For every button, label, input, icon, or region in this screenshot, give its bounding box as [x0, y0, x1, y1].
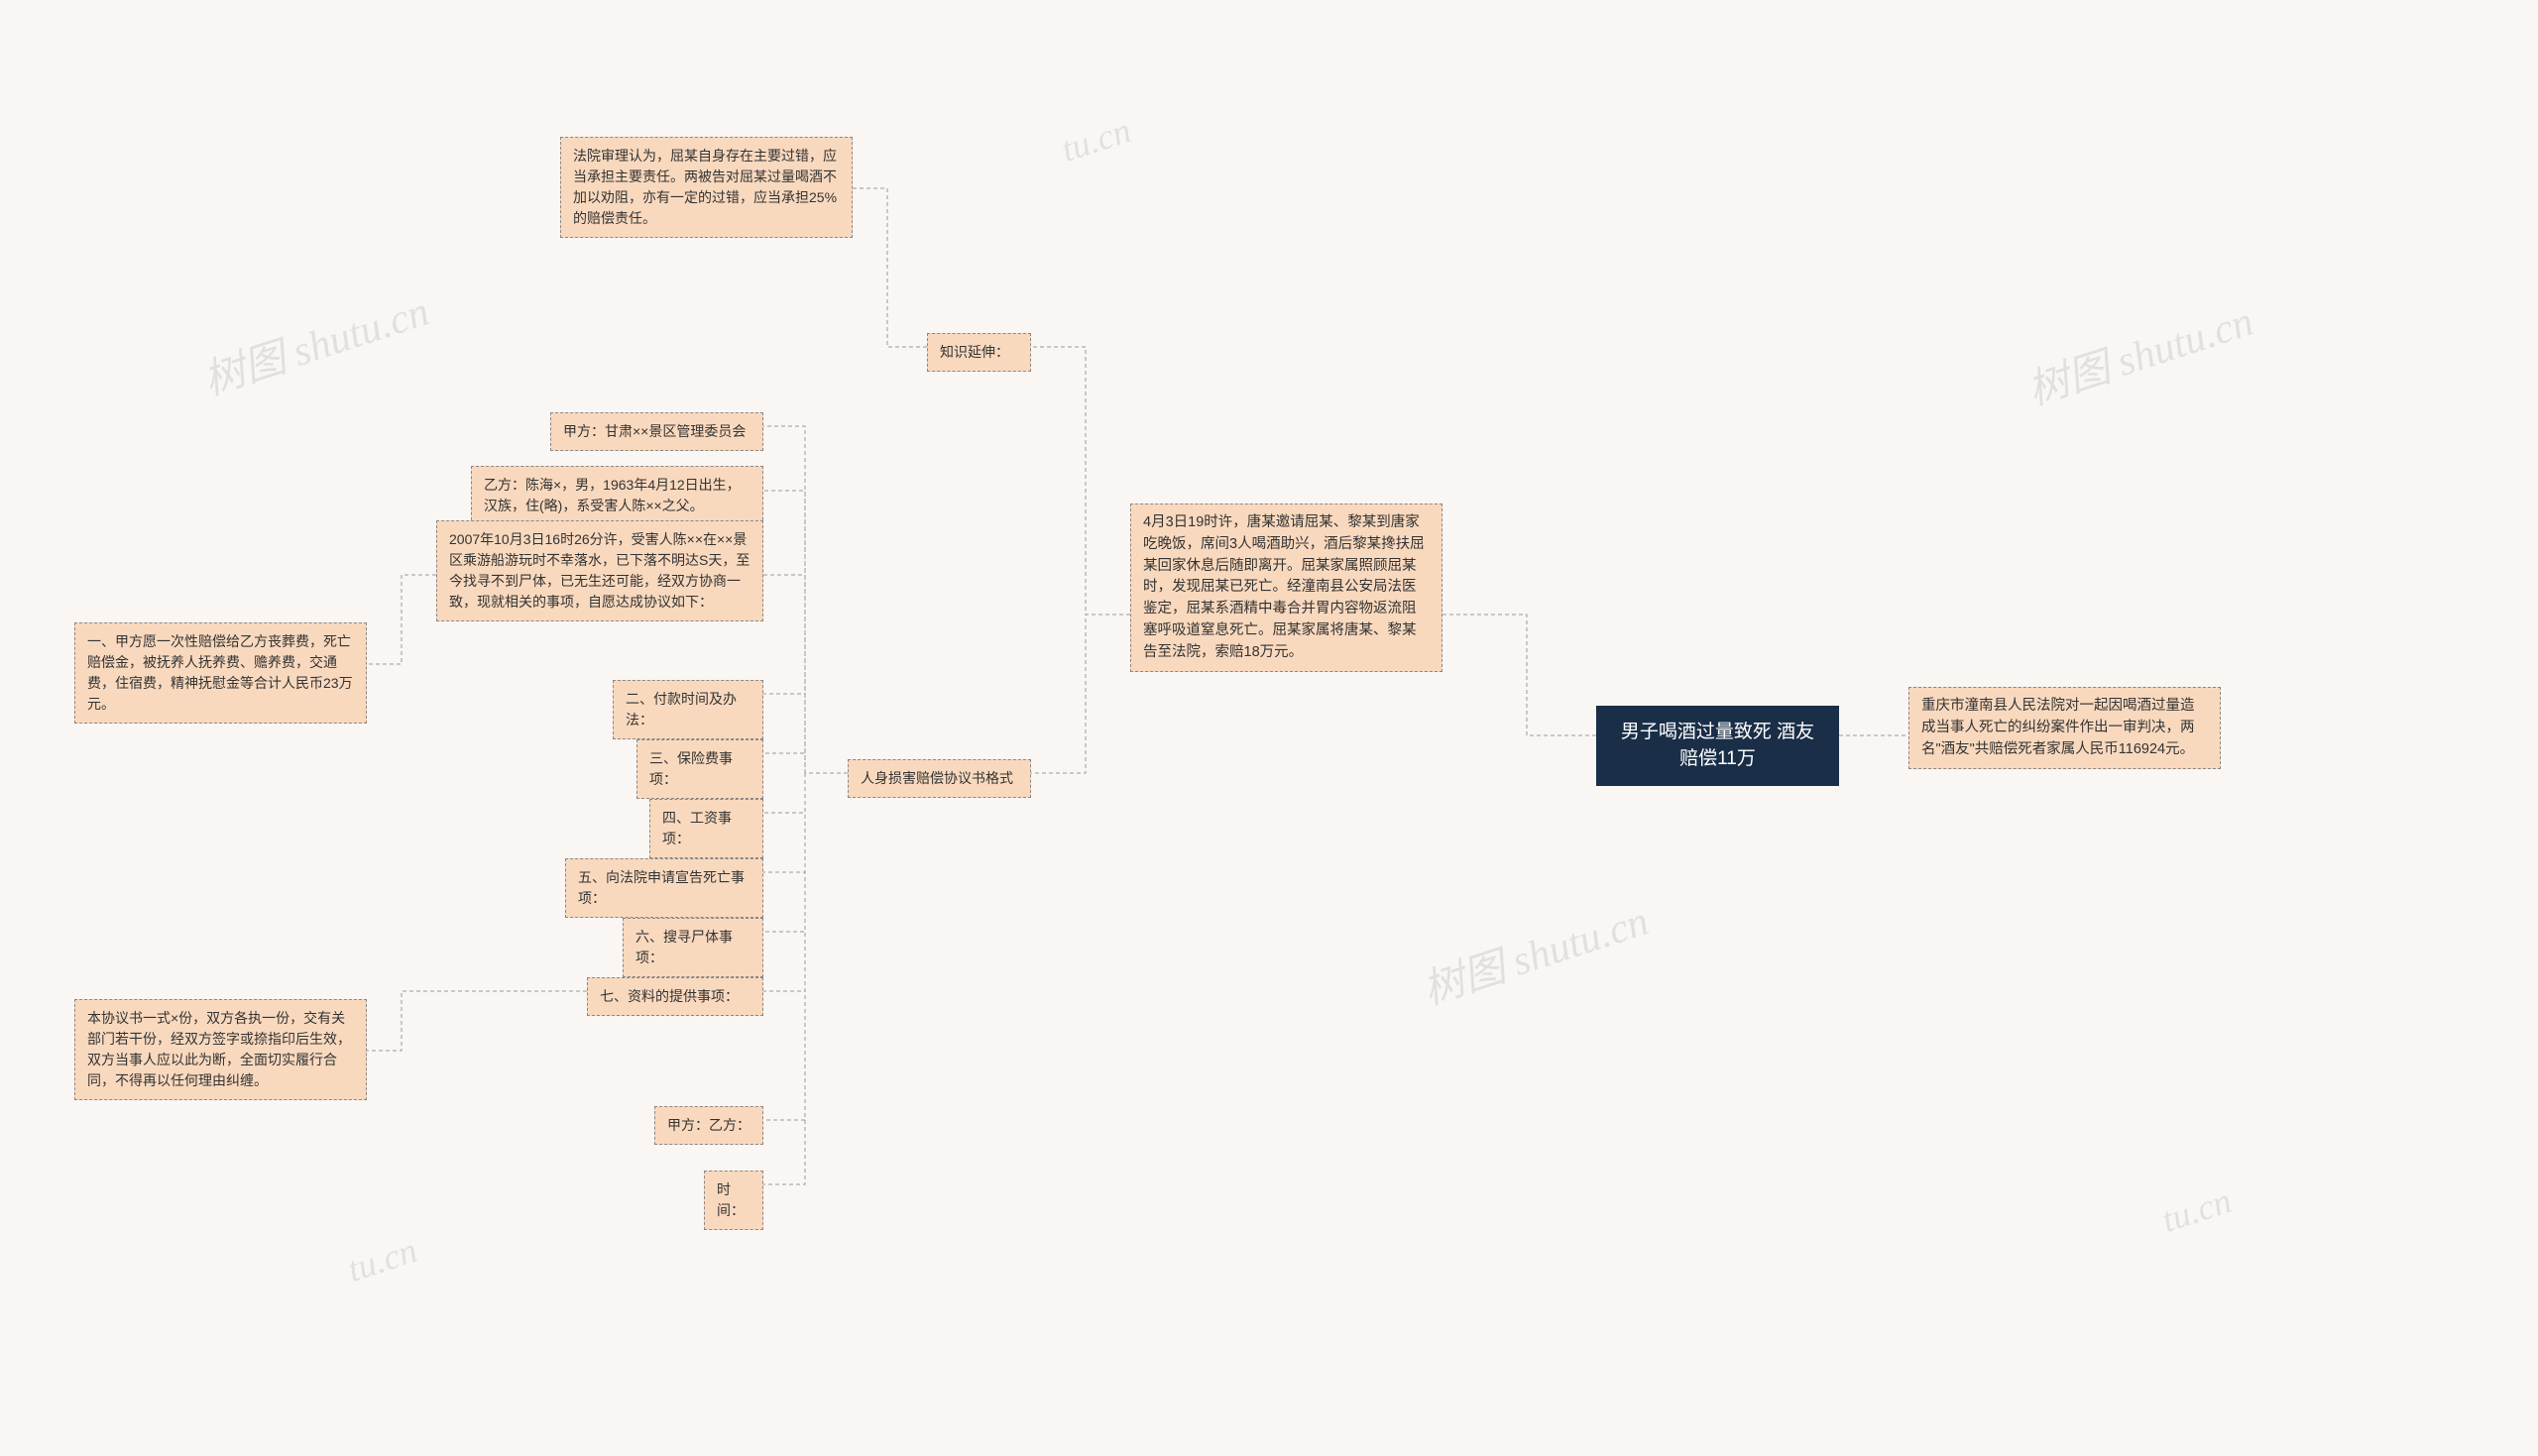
- background-node[interactable]: 2007年10月3日16时26分许，受害人陈××在××景区乘游船游玩时不幸落水，…: [436, 520, 763, 621]
- watermark: 树图 shutu.cn: [194, 278, 435, 407]
- knowledge-detail-node[interactable]: 法院审理认为，屈某自身存在主要过错，应当承担主要责任。两被告对屈某过量喝酒不加以…: [560, 137, 853, 238]
- watermark: 树图 shutu.cn: [1414, 887, 1655, 1017]
- watermark: tu.cn: [1056, 109, 1135, 170]
- right-summary-node[interactable]: 重庆市潼南县人民法院对一起因喝酒过量造成当事人死亡的纠纷案件作出一审判决，两名"…: [1908, 687, 2221, 769]
- case-detail-node[interactable]: 4月3日19时许，唐某邀请屈某、黎某到唐家吃晚饭，席间3人喝酒助兴，酒后黎某搀扶…: [1130, 504, 1442, 672]
- watermark: tu.cn: [342, 1229, 421, 1290]
- item4-node[interactable]: 四、工资事项：: [649, 799, 763, 858]
- item7-node[interactable]: 七、资料的提供事项：: [587, 977, 763, 1016]
- item6-node[interactable]: 六、搜寻尸体事项：: [623, 918, 763, 977]
- party-a-node[interactable]: 甲方：甘肃××景区管理委员会: [550, 412, 763, 451]
- watermark: tu.cn: [2156, 1179, 2236, 1241]
- mindmap-canvas: 男子喝酒过量致死 酒友赔偿11万 重庆市潼南县人民法院对一起因喝酒过量造成当事人…: [0, 0, 2538, 1456]
- item7-sub-node[interactable]: 本协议书一式×份，双方各执一份，交有关部门若干份，经双方签字或捺指印后生效，双方…: [74, 999, 367, 1100]
- knowledge-label-node[interactable]: 知识延伸：: [927, 333, 1031, 372]
- party-b-node[interactable]: 乙方：陈海×，男，1963年4月12日出生，汉族，住(略)，系受害人陈××之父。: [471, 466, 763, 525]
- root-node[interactable]: 男子喝酒过量致死 酒友赔偿11万: [1596, 706, 1839, 786]
- item1-sub-node[interactable]: 一、甲方愿一次性赔偿给乙方丧葬费，死亡赔偿金，被抚养人抚养费、赡养费，交通费，住…: [74, 622, 367, 724]
- item2-node[interactable]: 二、付款时间及办法：: [613, 680, 763, 739]
- watermark: 树图 shutu.cn: [2019, 287, 2259, 417]
- item3-node[interactable]: 三、保险费事项：: [636, 739, 763, 799]
- item5-node[interactable]: 五、向法院申请宣告死亡事项：: [565, 858, 763, 918]
- agreement-label-node[interactable]: 人身损害赔偿协议书格式: [848, 759, 1031, 798]
- date-node[interactable]: 时间：: [704, 1171, 763, 1230]
- signatures-node[interactable]: 甲方：乙方：: [654, 1106, 763, 1145]
